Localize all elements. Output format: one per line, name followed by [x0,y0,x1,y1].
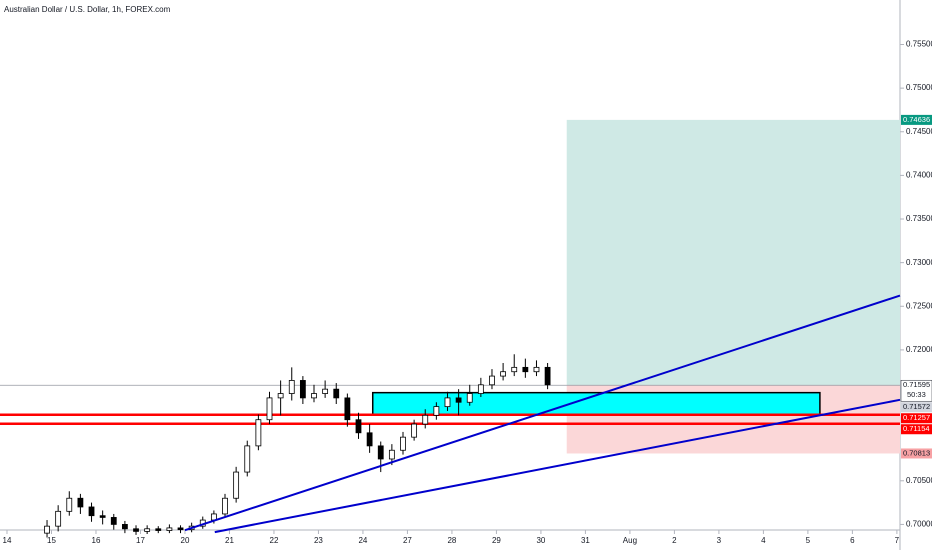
x-tick-label: 21 [225,536,234,545]
candle-body [255,419,262,447]
x-tick-label: 4 [761,536,766,545]
candle-body [400,436,406,451]
x-tick-label: 14 [3,536,12,545]
price-label: 0.71154 [903,424,930,433]
candle-body [88,506,95,517]
candle-body [477,384,484,394]
candle-body [277,393,284,399]
candle-body [533,366,540,373]
x-tick-label: 2 [672,536,677,545]
x-tick-label: 20 [181,536,190,545]
candle-body [333,388,340,399]
candle-body [444,397,451,408]
y-tick-label: 0.70000 [906,520,932,529]
candle-body [377,445,384,460]
x-tick-label: 5 [806,536,811,545]
price-label-bg [901,114,932,125]
trendline [214,398,901,534]
price-label: 0.71595 [903,380,930,389]
x-tick-label: 23 [314,536,323,545]
x-tick-label: 16 [92,536,101,545]
candle-body [244,445,251,473]
candle-body [366,432,373,447]
chart-title: Australian Dollar / U.S. Dollar, 1h, FOR… [4,5,171,14]
candle-body [288,380,295,394]
candle-body [522,366,529,373]
x-tick-label: 31 [581,536,590,545]
candle-body [144,528,151,532]
candle-body [55,510,62,527]
x-tick-label: 15 [47,536,56,545]
x-tick-label: 30 [536,536,545,545]
price-label-bg [901,448,932,459]
candle-body [266,397,273,421]
candle-body [311,393,317,399]
candle-body [133,528,139,532]
countdown-label: 50:33 [907,390,926,399]
x-tick-label: 22 [270,536,279,545]
candle-body [489,375,495,386]
price-label-bg [900,379,932,402]
candle-body [99,515,106,518]
price-label: 0.71572 [903,402,930,411]
candle-body [422,414,429,425]
x-tick-label: 17 [136,536,145,545]
price-label: 0.74636 [903,115,930,124]
candle-body [222,497,228,515]
x-tick-label: 27 [403,536,412,545]
candle-body [322,388,329,394]
profit-zone [566,119,900,386]
price-label: 0.70813 [903,448,930,457]
candle-body [299,380,306,399]
candle-body [455,397,462,403]
candle-body [44,525,50,534]
candle-body [388,449,395,460]
candle-body [233,471,240,499]
candle-body [121,524,128,530]
x-tick-label: 28 [447,536,456,545]
x-tick-label: 29 [492,536,501,545]
price-label-bg [901,413,932,424]
x-tick-label: 3 [717,536,722,545]
x-tick-label: 6 [850,536,855,545]
candle-body [411,423,418,438]
trendline [184,294,901,532]
candle-body [344,397,351,421]
x-tick-label: 24 [358,536,367,545]
candle-body [511,366,518,373]
candle-body [466,393,473,403]
candle-body [433,406,440,416]
candle-body [77,497,84,508]
x-tick-label: Aug [623,536,637,545]
candle-body [544,366,551,386]
candle-body [177,527,184,531]
x-tick-label: 7 [895,536,900,545]
candle-body [155,528,162,531]
candle-body [166,527,173,531]
candle-body [500,371,507,377]
candle-body [110,517,117,525]
candle-body [355,419,362,434]
price-label-bg [901,402,932,413]
price-label: 0.71257 [903,413,930,422]
price-label-bg [901,424,932,435]
candle-body [66,497,73,512]
